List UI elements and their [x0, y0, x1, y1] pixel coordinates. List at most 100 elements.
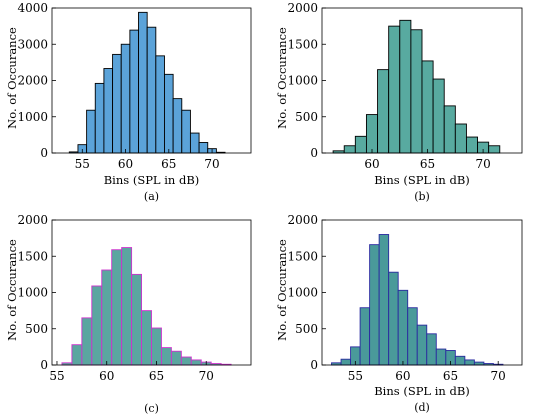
x-tick-label: 55: [49, 369, 64, 383]
histogram-bar: [101, 269, 113, 366]
histogram-bar: [432, 78, 445, 154]
x-tick-label: 60: [395, 369, 410, 383]
histogram-bar: [181, 109, 191, 154]
histogram-bar: [410, 29, 423, 154]
y-axis-title: No. of Occurance: [275, 239, 289, 341]
histogram-bar: [473, 361, 485, 366]
y-tick-label: 0: [40, 146, 48, 160]
histogram-bar: [111, 249, 123, 366]
histogram-bar: [377, 69, 390, 154]
y-axis-title: No. of Occurance: [5, 239, 19, 341]
y-tick-label: 500: [295, 110, 318, 124]
histogram-bar: [369, 244, 380, 366]
x-tick-label: 65: [443, 369, 458, 383]
histogram-bar: [164, 73, 174, 154]
x-tick-label: 65: [161, 157, 176, 171]
histogram-bar: [146, 26, 157, 154]
panel-caption: (b): [414, 190, 430, 203]
histogram-bar: [399, 19, 412, 154]
histogram-bar: [343, 145, 356, 154]
y-tick-label: 1000: [287, 74, 318, 88]
panel-a: 55 60 65 70 0 1000 2000 3000 4000 No. of Occuranc…: [5, 1, 252, 203]
x-tick-label: 65: [149, 369, 164, 383]
x-tick-label: 70: [491, 369, 506, 383]
y-tick-label: 1500: [17, 249, 48, 263]
x-axis-title: Bins (SPL in dB): [374, 173, 470, 187]
histogram-bar: [138, 11, 148, 154]
histogram-bar: [454, 355, 466, 366]
y-tick-label: 1500: [287, 249, 318, 263]
y-tick-label: 2000: [17, 213, 48, 227]
histogram-bar: [160, 347, 172, 366]
histogram-bar: [465, 136, 479, 154]
panel-caption: (c): [144, 402, 159, 415]
y-axis-title: No. of Occurance: [5, 27, 19, 129]
x-tick-label: 60: [364, 157, 379, 171]
y-tick-label: 2000: [287, 1, 318, 15]
y-tick-label: 0: [310, 358, 318, 372]
histogram-bar: [464, 359, 475, 366]
histogram-bar: [81, 317, 93, 366]
histogram-bar: [378, 234, 390, 366]
histogram-bar: [121, 247, 133, 366]
x-tick-label: 70: [475, 157, 490, 171]
histogram-bar: [421, 60, 434, 154]
y-tick-label: 1000: [17, 110, 48, 124]
y-tick-label: 1500: [287, 37, 318, 51]
histogram-bar: [388, 25, 401, 154]
panel-d: 55 60 65 70 0 500 1000 1500 2000 No. of Occurance…: [275, 213, 523, 414]
y-tick-label: 4000: [17, 1, 48, 15]
panel-b: 60 65 70 0 500 1000 1500 2000 No. of Occurance Bi…: [275, 1, 523, 203]
histogram-bar: [198, 142, 209, 154]
histogram-bar: [443, 105, 456, 154]
histogram-bar: [129, 29, 139, 154]
x-tick-label: 60: [118, 157, 133, 171]
y-tick-label: 2000: [287, 213, 318, 227]
histogram-bar: [190, 359, 202, 366]
histogram-bar: [359, 307, 371, 366]
x-tick-label: 55: [348, 369, 363, 383]
histogram-bar: [71, 344, 83, 366]
x-tick-label: 70: [199, 369, 214, 383]
histogram-bar: [91, 285, 103, 366]
histogram-bar: [189, 132, 200, 154]
y-tick-label: 500: [295, 322, 318, 336]
y-tick-label: 0: [310, 146, 318, 160]
y-tick-label: 1000: [287, 286, 318, 300]
histogram-bar: [416, 324, 428, 366]
histogram-bar: [388, 271, 399, 366]
x-tick-label: 60: [99, 369, 114, 383]
x-axis-title: Bins (SPL in dB): [374, 384, 470, 398]
histogram-bar: [340, 358, 352, 366]
histogram-bar: [94, 82, 105, 154]
x-tick-label: 65: [420, 157, 435, 171]
histogram-bar: [112, 53, 122, 154]
histogram-bar: [120, 43, 131, 154]
histogram-bar: [180, 356, 192, 366]
y-tick-label: 1000: [17, 286, 48, 300]
histogram-bar: [131, 273, 143, 366]
histogram-bar: [426, 333, 437, 366]
histogram-bar: [155, 55, 165, 154]
y-tick-label: 3000: [17, 37, 48, 51]
histogram-bar: [170, 350, 182, 366]
x-tick-label: 70: [204, 157, 219, 171]
y-tick-label: 0: [40, 358, 48, 372]
y-axis-title: No. of Occurance: [275, 27, 289, 129]
panel-caption: (d): [414, 401, 430, 414]
y-tick-label: 500: [25, 322, 48, 336]
x-tick-label: 55: [75, 157, 90, 171]
panel-caption: (a): [144, 190, 159, 203]
histogram-bar: [407, 307, 418, 366]
panel-c: 55 60 65 70 0 500 1000 1500 2000 No. of Occurance…: [5, 213, 252, 415]
y-tick-label: 2000: [17, 74, 48, 88]
histogram-bar: [354, 135, 367, 154]
histogram-bar: [172, 98, 183, 154]
histogram-bar: [454, 123, 467, 154]
histogram-bar: [397, 289, 409, 366]
histogram-bar: [435, 348, 447, 366]
histogram-bar: [141, 310, 152, 366]
histogram-bar: [365, 114, 379, 154]
histogram-bar: [86, 109, 96, 154]
